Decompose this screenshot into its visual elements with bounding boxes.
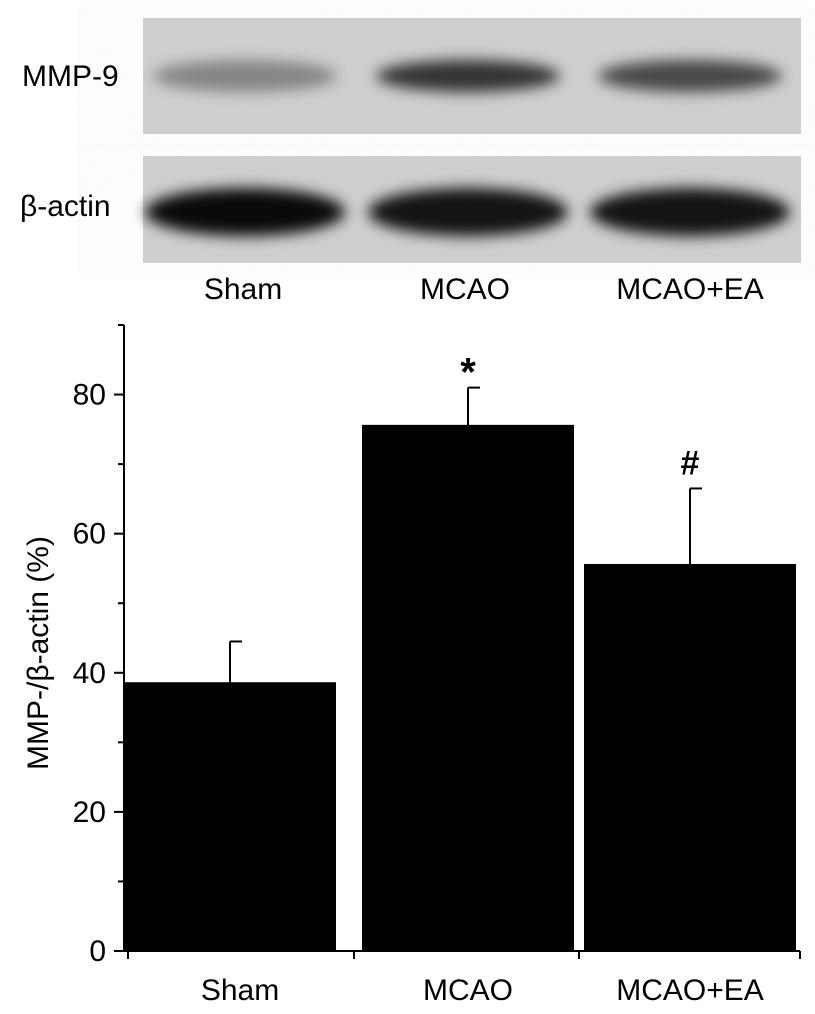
actin-band-2: [368, 188, 568, 236]
actin-band-1: [145, 188, 345, 236]
y-axis-label: MMP-/β-actin (%): [22, 536, 55, 770]
mmp9-band-2: [376, 60, 560, 92]
actin-band-3: [590, 188, 790, 236]
mmp9-band-3: [598, 60, 782, 92]
actin-row-label: β-actin: [20, 190, 111, 223]
bar-sham: [124, 682, 336, 952]
mmp9-band-1: [153, 60, 337, 92]
lane-label-sham: Sham: [203, 273, 283, 306]
bar-mcao-ea: [584, 563, 796, 952]
mmp9-bands: [153, 60, 782, 92]
bar-mcao: [362, 424, 574, 953]
y-tick-label: 80: [73, 379, 106, 412]
x-tick-label: MCAO+EA: [616, 974, 764, 1007]
y-tick-label: 40: [73, 657, 106, 690]
y-tick-label: 0: [89, 935, 106, 968]
significance-marker: #: [681, 444, 700, 482]
lane-label-mcao-ea: MCAO+EA: [616, 273, 764, 306]
significance-marker: *: [460, 351, 476, 395]
actin-bands: [145, 188, 790, 236]
x-tick-label: Sham: [201, 974, 279, 1007]
western-blot-panel: [143, 18, 801, 263]
y-tick-label: 20: [73, 796, 106, 829]
lane-label-mcao: MCAO: [420, 273, 510, 306]
y-tick-label: 60: [73, 518, 106, 551]
x-tick-label: MCAO: [423, 974, 513, 1007]
mmp9-row-label: MMP-9: [22, 60, 119, 93]
